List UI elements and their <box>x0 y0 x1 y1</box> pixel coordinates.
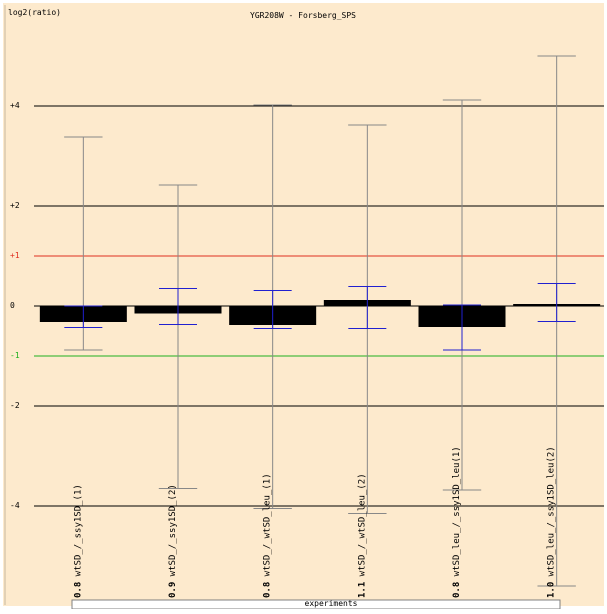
category-label-5: 1.0 wtSD_leu_/_ssy1SD_leu(2) <box>547 446 557 598</box>
y-tick-label-0: +4 <box>10 101 20 110</box>
y-axis-label: log2(ratio) <box>8 8 61 17</box>
inner-error-bars <box>64 283 576 351</box>
chart-title: YGR208W - Forsberg_SPS <box>250 11 356 20</box>
category-label-4: 0.8 wtSD_leu_/_ssy1SD_leu(1) <box>452 446 462 598</box>
y-tick-labels: +4 +2 +1 0 -1 -2 -4 <box>10 101 20 510</box>
category-prefix-3: 1.1 <box>357 576 367 598</box>
category-prefix-1: 0.9 <box>168 576 178 598</box>
category-label-2: 0.8 wtSD_/_wtSD_leu_(1) <box>263 473 273 598</box>
category-prefix-5: 1.0 <box>547 576 557 598</box>
y-tick-label-4: -1 <box>10 351 20 360</box>
category-name-4: wtSD_leu_/_ssy1SD_leu(1) <box>452 446 462 576</box>
category-label-3: 1.1 wtSD_/_wtSD_leu_(2) <box>357 473 367 598</box>
category-prefix-0: 0.8 <box>73 576 83 598</box>
category-name-3: wtSD_/_wtSD_leu_(2) <box>357 473 367 576</box>
category-label-0: 0.8 wtSD_/_ssy1SD_(1) <box>73 484 83 598</box>
category-name-2: wtSD_/_wtSD_leu_(1) <box>263 473 273 576</box>
category-prefix-2: 0.8 <box>263 576 273 598</box>
y-tick-label-1: +2 <box>10 201 20 210</box>
y-tick-label-3: 0 <box>10 301 15 310</box>
category-name-5: wtSD_leu_/_ssy1SD_leu(2) <box>547 446 557 576</box>
category-name-0: wtSD_/_ssy1SD_(1) <box>73 484 83 576</box>
x-axis-label: experiments <box>305 599 358 608</box>
category-prefix-4: 0.8 <box>452 576 462 598</box>
y-tick-label-2: +1 <box>10 251 20 260</box>
category-labels: 0.8 wtSD_/_ssy1SD_(1) 0.9 wtSD_/_ssy1SD_(… <box>73 446 556 598</box>
category-label-1: 0.9 wtSD_/_ssy1SD_(2) <box>168 484 178 598</box>
category-name-1: wtSD_/_ssy1SD_(2) <box>168 484 178 576</box>
y-tick-label-5: -2 <box>10 401 20 410</box>
gridlines <box>34 105 604 507</box>
y-tick-label-6: -4 <box>10 501 20 510</box>
